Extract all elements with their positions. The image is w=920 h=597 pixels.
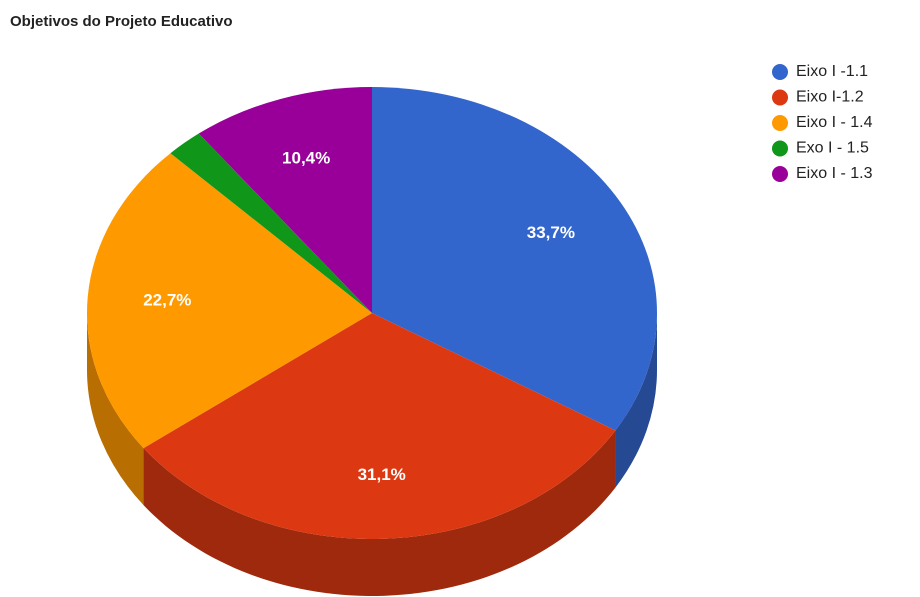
pie-slice bbox=[86, 153, 372, 449]
data-label: 10,4% bbox=[282, 148, 330, 167]
legend-marker bbox=[772, 140, 788, 157]
pie-side bbox=[87, 313, 144, 506]
pie-side bbox=[615, 313, 657, 488]
legend-marker bbox=[772, 64, 788, 80]
legend-marker bbox=[772, 89, 788, 106]
pie-slice bbox=[170, 133, 372, 313]
pie-slice bbox=[198, 87, 372, 313]
legend-label: Eixo I - 1.4 bbox=[796, 114, 873, 131]
legend-marker bbox=[772, 166, 788, 182]
data-label: 33,7% bbox=[527, 223, 575, 242]
pie-side bbox=[143, 430, 616, 596]
legend-marker bbox=[772, 115, 788, 131]
legend-label: Eixo I -1.1 bbox=[796, 63, 868, 80]
legend-label: Exo I - 1.5 bbox=[796, 140, 869, 157]
legend-label: Eixo I - 1.3 bbox=[796, 165, 873, 182]
legend-label: Eixo I-1.2 bbox=[796, 89, 864, 106]
data-label: 31,1% bbox=[358, 465, 406, 484]
pie-slice bbox=[372, 87, 657, 431]
chart-title: Objetivos do Projeto Educativo bbox=[10, 13, 233, 30]
data-label: 22,7% bbox=[143, 291, 191, 310]
pie-slice bbox=[143, 313, 616, 539]
